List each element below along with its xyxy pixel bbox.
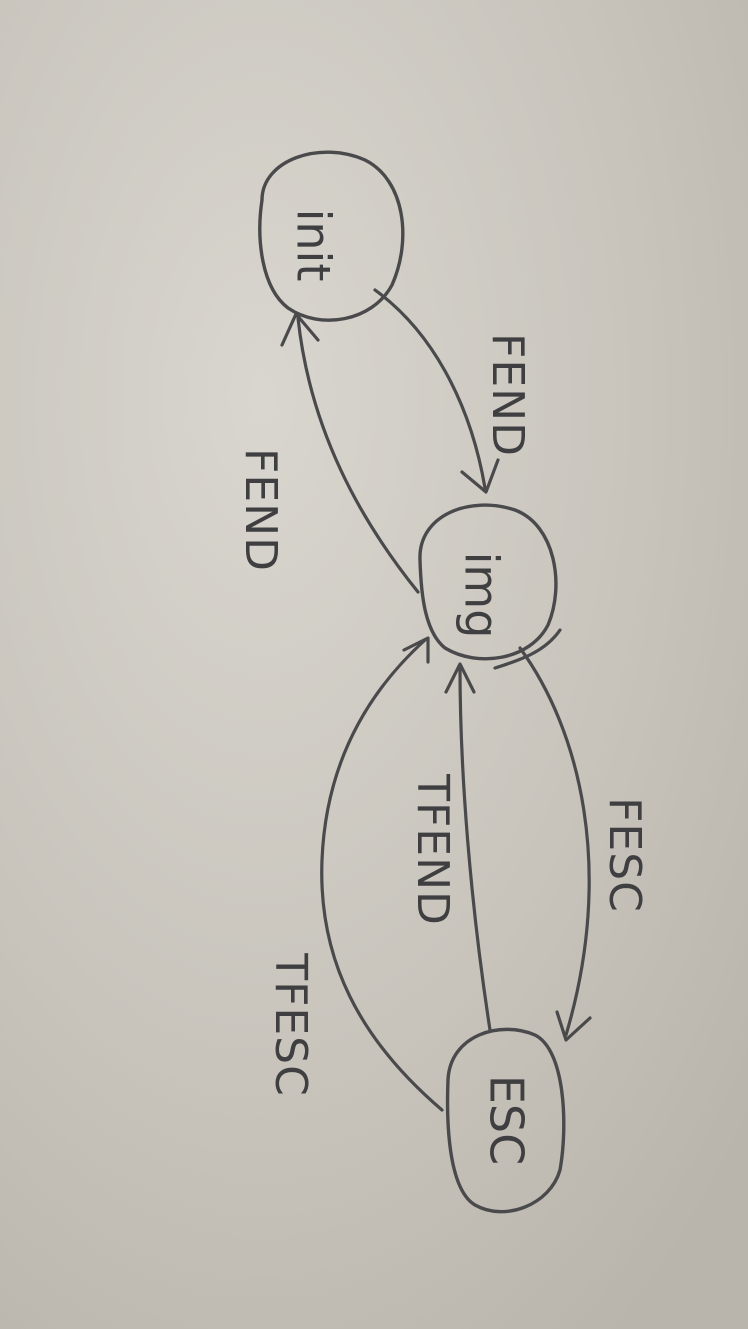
edge-img-to-init-arrowhead: [280, 312, 320, 347]
edge-init-to-img-label: FEND: [482, 333, 533, 457]
edge-esc-to-img-tfesc-label: TFESC: [265, 952, 316, 1097]
node-init: init: [258, 150, 405, 322]
edge-esc-to-img-tfend-arrowhead: [444, 662, 476, 694]
node-img-circle-retrace: [493, 628, 562, 670]
edge-esc-to-img-tfend-label: TFEND: [407, 773, 458, 926]
edge-img-to-esc-label: FESC: [599, 797, 650, 913]
node-init-circle: [258, 150, 405, 322]
node-esc: ESC: [445, 1027, 566, 1214]
edge-init-to-img: FEND: [373, 288, 533, 494]
edge-img-to-init-line: [296, 316, 420, 594]
edge-img-to-esc-line: [518, 646, 591, 1037]
node-esc-label: ESC: [480, 1075, 534, 1165]
edge-esc-to-img-tfesc-line: [320, 638, 444, 1112]
node-img: img: [418, 503, 562, 670]
edge-init-to-img-line: [373, 288, 487, 490]
edge-img-to-init: FEND: [235, 312, 420, 594]
edge-esc-to-img-tfesc: TFESC: [265, 636, 444, 1112]
node-esc-circle: [445, 1027, 566, 1214]
edge-esc-to-img-tfend: TFEND: [407, 662, 492, 1032]
edge-init-to-img-arrowhead: [460, 458, 500, 494]
edge-img-to-esc: FESC: [518, 646, 650, 1042]
node-img-label: img: [455, 552, 509, 639]
edge-esc-to-img-tfesc-arrowhead: [402, 636, 430, 664]
edge-esc-to-img-tfend-line: [458, 666, 492, 1032]
node-init-label: init: [287, 209, 341, 282]
node-img-circle: [418, 503, 558, 661]
edge-img-to-esc-arrowhead: [555, 1010, 592, 1042]
edge-img-to-init-label: FEND: [235, 448, 286, 572]
